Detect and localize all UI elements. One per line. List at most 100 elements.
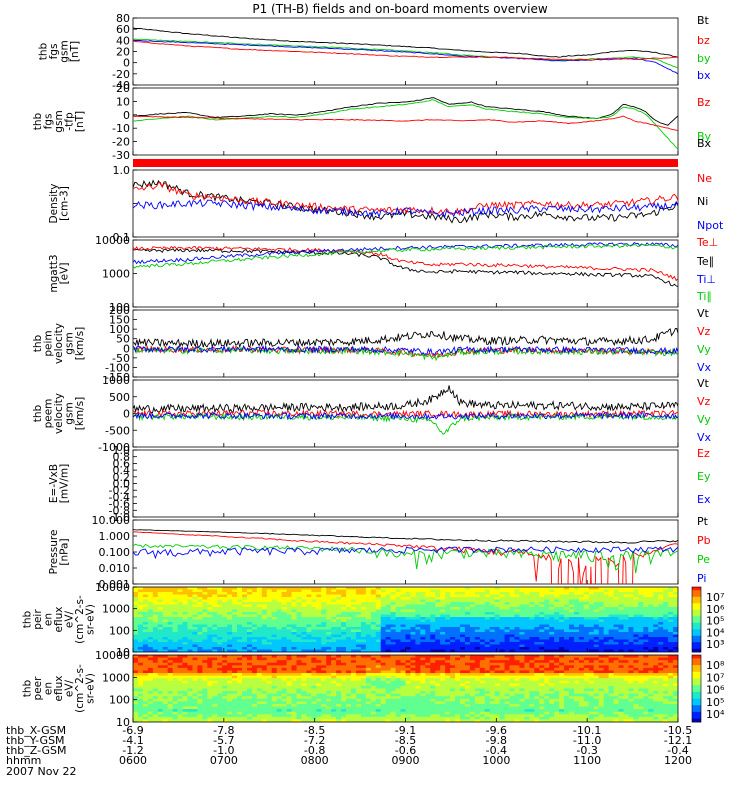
spectrogram-cell — [355, 701, 362, 705]
spectrogram-cell — [321, 599, 327, 603]
spectrogram-cell — [152, 696, 159, 700]
spectrogram-cell — [544, 624, 550, 628]
spectrogram-cell — [494, 609, 501, 613]
spectrogram-cell — [261, 649, 268, 652]
spectrogram-cell — [346, 657, 352, 661]
spectrogram-cell — [455, 647, 461, 650]
spectrogram-cell — [578, 589, 585, 593]
spectrogram-cell — [435, 660, 441, 664]
spectrogram-cell — [316, 706, 322, 710]
spectrogram-cell — [261, 665, 268, 669]
spectrogram-cell — [618, 637, 624, 640]
spectrogram-cell — [504, 619, 510, 623]
spectrogram-cell — [539, 594, 545, 598]
spectrogram-cell — [242, 597, 248, 600]
spectrogram-cell — [450, 627, 456, 630]
spectrogram-cell — [415, 599, 421, 603]
spectrogram-cell — [162, 683, 169, 687]
spectrogram-cell — [256, 662, 263, 666]
spectrogram-cell — [430, 698, 436, 702]
spectrogram-cell — [251, 634, 258, 638]
spectrogram-cell — [311, 665, 317, 669]
spectrogram-cell — [316, 660, 322, 664]
spectrogram-cell — [336, 701, 342, 705]
spectrogram-cell — [197, 639, 203, 643]
spectrogram-cell — [400, 711, 406, 715]
spectrogram-cell — [633, 639, 639, 643]
spectrogram-cell — [544, 622, 550, 625]
spectrogram-cell — [529, 589, 535, 593]
spectrogram-cell — [316, 589, 322, 593]
spectrogram-cell — [504, 589, 510, 593]
spectrogram-cell — [346, 612, 352, 615]
spectrogram-cell — [187, 711, 193, 715]
spectrogram-cell — [301, 693, 307, 697]
spectrogram-cell — [232, 607, 238, 610]
spectrogram-cell — [673, 597, 678, 600]
spectrogram-cell — [222, 678, 228, 682]
spectrogram-cell — [405, 637, 411, 640]
spectrogram-cell — [311, 597, 317, 600]
spectrogram-cell — [152, 719, 159, 722]
spectrogram-cell — [276, 701, 283, 705]
y-axis-label: peir — [32, 609, 44, 630]
spectrogram-cell — [256, 614, 263, 618]
spectrogram-cell — [316, 657, 322, 661]
spectrogram-cell — [410, 688, 416, 692]
spectrogram-cell — [346, 614, 352, 618]
spectrogram-cell — [499, 642, 505, 645]
spectrogram-cell — [281, 714, 287, 718]
spectrogram-cell — [450, 691, 456, 695]
spectrogram-cell — [271, 688, 278, 692]
spectrogram-cell — [207, 622, 213, 625]
spectrogram-cell — [321, 683, 327, 687]
spectrogram-cell — [281, 597, 287, 600]
spectrogram-cell — [380, 634, 387, 638]
spectrogram-cell — [311, 649, 317, 652]
spectrogram-cell — [653, 592, 659, 595]
spectrogram-cell — [370, 706, 377, 710]
legend-label: Ti⊥ — [696, 273, 716, 286]
spectrogram-cell — [425, 660, 431, 664]
spectrogram-cell — [256, 711, 263, 715]
spectrogram-cell — [385, 609, 392, 613]
spectrogram-cell — [182, 594, 188, 598]
spectrogram-cell — [658, 617, 664, 620]
spectrogram-cell — [375, 714, 382, 718]
spectrogram-cell — [192, 599, 198, 603]
spectrogram-cell — [207, 647, 213, 650]
spectrogram-cell — [177, 678, 183, 682]
spectrogram-cell — [321, 691, 327, 695]
spectrogram-cell — [167, 627, 174, 630]
spectrogram-cell — [598, 632, 605, 635]
spectrogram-cell — [375, 667, 382, 671]
spectrogram-cell — [375, 680, 382, 684]
spectrogram-cell — [222, 647, 228, 650]
spectrogram-cell — [415, 597, 421, 600]
spectrogram-cell — [355, 642, 362, 645]
spectrogram-cell — [246, 714, 253, 718]
spectrogram-cell — [167, 632, 174, 635]
spectrogram-cell — [430, 696, 436, 700]
spectrogram-cell — [281, 627, 287, 630]
spectrogram-cell — [172, 592, 178, 595]
spectrogram-cell — [341, 627, 347, 630]
spectrogram-cell — [301, 624, 307, 628]
spectrogram-cell — [549, 624, 555, 628]
spectrogram-cell — [286, 609, 292, 613]
spectrogram-cell — [564, 649, 570, 652]
y-axis-label: en — [43, 613, 55, 626]
spectrogram-cell — [623, 622, 629, 625]
spectrogram-cell — [321, 711, 327, 715]
spectrogram-cell — [212, 639, 218, 643]
spectrogram-cell — [653, 587, 659, 590]
spectrogram-cell — [331, 644, 337, 648]
spectrogram-cell — [266, 607, 273, 610]
spectrogram-cell — [152, 632, 159, 635]
spectrogram-cell — [633, 637, 639, 640]
spectrogram-cell — [296, 647, 302, 650]
spectrogram-cell — [331, 597, 337, 600]
spectrogram-cell — [484, 597, 491, 600]
spectrogram-cell — [405, 665, 411, 669]
spectrogram-cell — [564, 647, 570, 650]
